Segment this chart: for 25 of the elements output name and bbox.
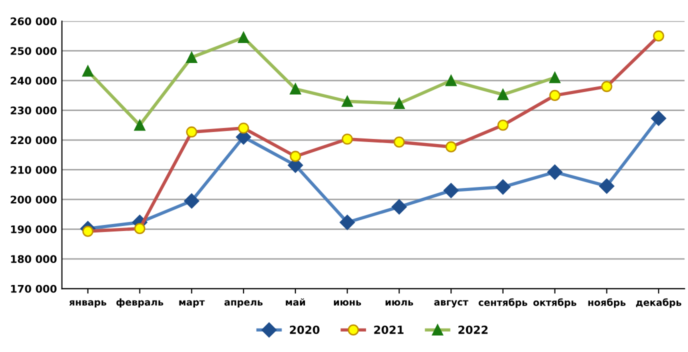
y-tick-label: 250 000	[10, 47, 57, 55]
x-tick-label: июнь	[334, 300, 362, 306]
y-tick-label: 190 000	[11, 225, 57, 234]
legend-label: 2021	[374, 326, 404, 334]
y-tick-label: 220 000	[10, 136, 57, 144]
x-tick-label: май	[286, 298, 305, 306]
x-tick-label: декабрь	[636, 298, 682, 308]
y-tick-label: 230 000	[10, 106, 57, 114]
x-tick-label: март	[179, 300, 205, 308]
x-tick-label: октябрь	[533, 298, 576, 308]
legend-label: 2020	[290, 326, 320, 334]
y-tick-label: 260 000	[10, 17, 57, 26]
y-tick-label: 210 000	[10, 166, 57, 174]
y-tick-label: 170 000	[11, 284, 57, 293]
y-tick-label: 180 000	[11, 255, 57, 264]
x-tick-label: февраль	[116, 298, 164, 308]
y-tick-label: 200 000	[10, 196, 57, 204]
x-tick-label: сентябрь	[478, 298, 528, 308]
x-tick-label: январь	[69, 300, 106, 308]
y-tick-label: 240 000	[10, 76, 57, 85]
x-tick-label: июль	[386, 300, 414, 306]
x-tick-label: апрель	[224, 300, 263, 308]
x-tick-label: ноябрь	[588, 298, 626, 308]
x-tick-label: август	[434, 300, 468, 308]
legend-label: 2022	[458, 326, 488, 334]
